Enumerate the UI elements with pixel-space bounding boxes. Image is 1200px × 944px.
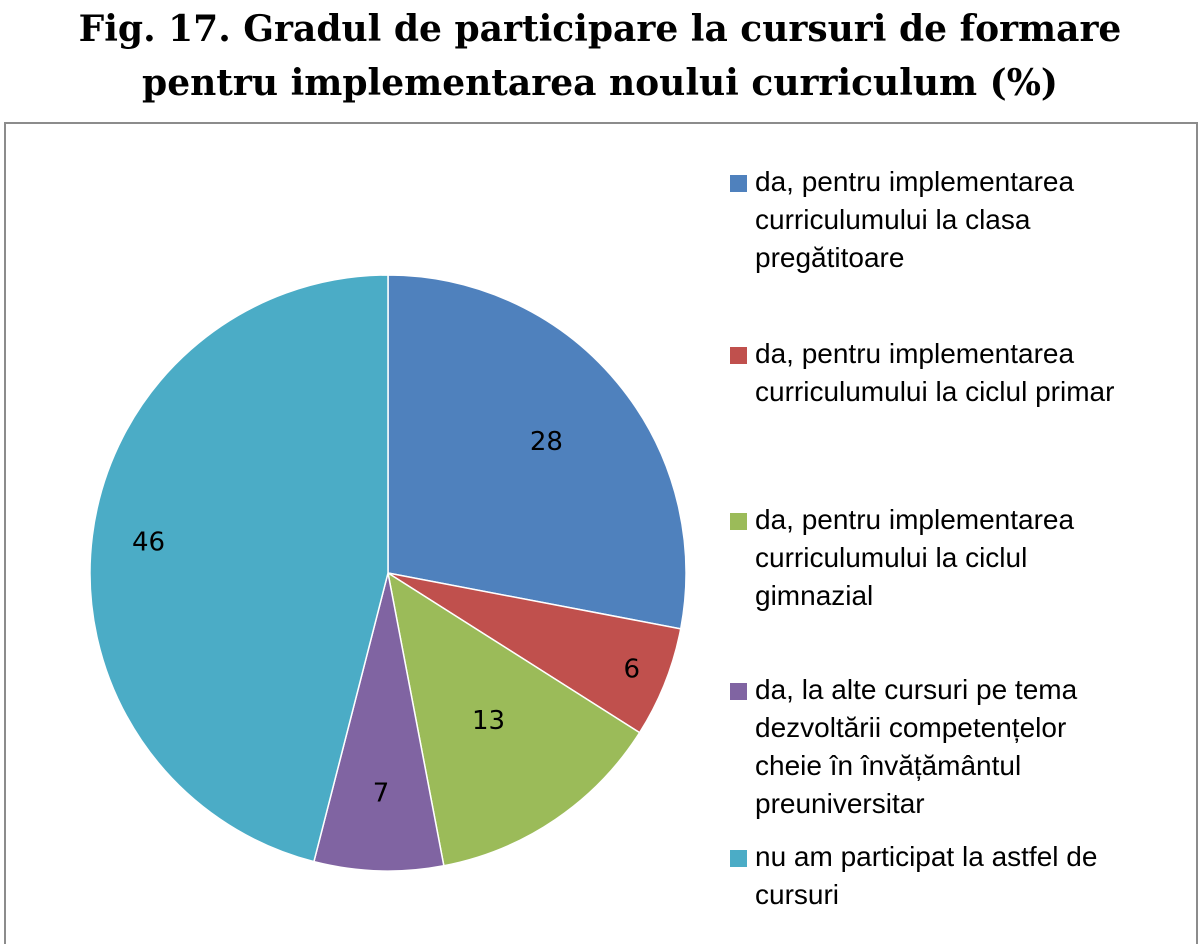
legend-label-5: nu am participat la astfel de cursuri	[755, 838, 1195, 914]
pie-slice-4	[312, 572, 445, 872]
legend-label-1: da, pentru implementarea curriculumului l…	[755, 163, 1195, 277]
legend-swatch-4	[730, 683, 747, 700]
legend-label-3: da, pentru implementarea curriculumului l…	[755, 501, 1195, 615]
data-label-2: 6	[624, 655, 641, 685]
pie-slice-1	[387, 274, 687, 630]
legend-label-line: curriculumului la ciclul	[755, 542, 1028, 573]
pie-slice-5	[89, 274, 389, 863]
chart-title-line-2: pentru implementarea noului curriculum (…	[142, 62, 1058, 104]
legend-label-line: curriculumului la ciclul primar	[755, 376, 1115, 407]
legend-swatch-5	[730, 850, 747, 867]
legend-label-line: da, pentru implementarea	[755, 166, 1075, 197]
legend-label-line: curriculumului la clasa	[755, 204, 1031, 235]
legend-label-line: nu am participat la astfel de	[755, 841, 1098, 872]
data-label-3: 13	[472, 706, 505, 736]
legend-label-line: gimnazial	[755, 580, 874, 611]
legend-label-line: cursuri	[755, 879, 840, 910]
legend-label-line: da, pentru implementarea	[755, 504, 1075, 535]
data-label-5: 46	[132, 528, 165, 558]
legend-label-4: da, la alte cursuri pe tema dezvoltării c…	[755, 671, 1195, 823]
legend-swatch-3	[730, 513, 747, 530]
chart-title: Fig. 17. Gradul de participare la cursur…	[0, 0, 1200, 110]
legend-swatch-1	[730, 175, 747, 192]
legend-swatch-2	[730, 347, 747, 364]
data-label-4: 7	[373, 778, 390, 808]
legend-label-line: cheie în învățământul	[755, 750, 1022, 781]
legend-label-line: dezvoltării competențelor	[755, 712, 1067, 743]
legend-label-2: da, pentru implementarea curriculumului l…	[755, 335, 1195, 411]
legend-label-line: da, pentru implementarea	[755, 338, 1075, 369]
legend-label-line: da, la alte cursuri pe tema	[755, 674, 1078, 705]
legend-label-line: pregătitoare	[755, 242, 905, 273]
chart-title-line-1: Fig. 17. Gradul de participare la cursur…	[78, 8, 1122, 50]
pie-slice-3	[386, 571, 641, 867]
data-label-1: 28	[530, 427, 563, 457]
pie-slices	[89, 274, 687, 872]
pie-data-labels: 28 6 13 7 46	[132, 427, 640, 808]
legend-label-line: preuniversitar	[755, 788, 925, 819]
